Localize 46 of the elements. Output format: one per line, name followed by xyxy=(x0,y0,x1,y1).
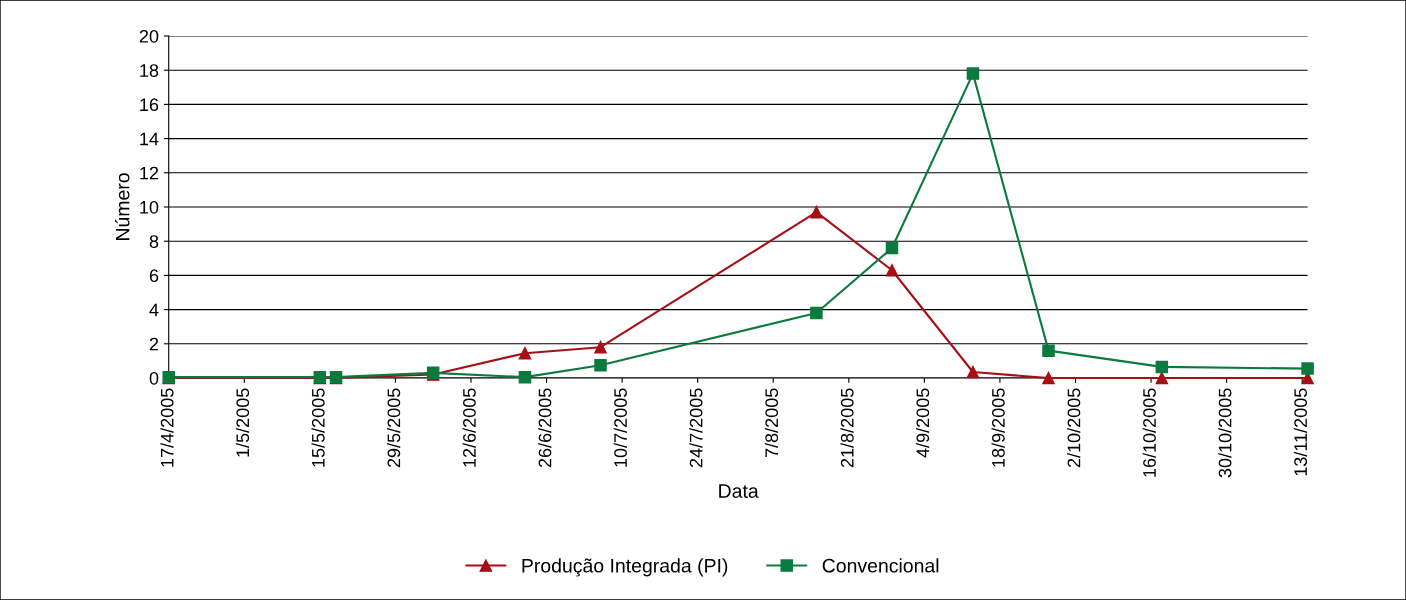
point xyxy=(1042,371,1055,385)
x-axis-title: Data xyxy=(719,484,759,498)
point xyxy=(810,205,823,219)
y-tick-label: 20 xyxy=(139,29,159,43)
point xyxy=(966,365,980,379)
x-tick-label: 16/10/2005 xyxy=(1142,388,1156,477)
y-tick-label: 14 xyxy=(140,132,159,146)
x-tick-label: 2/10/2005 xyxy=(1067,388,1081,468)
x-tick-label: 1/5/2005 xyxy=(235,388,250,457)
y-tick-label: 18 xyxy=(140,64,159,77)
y-tick-label: 4 xyxy=(149,303,159,317)
point xyxy=(594,340,607,354)
point xyxy=(594,358,607,372)
x-tick-label: 26/6/2005 xyxy=(538,388,552,468)
y-tick-label: 16 xyxy=(140,98,159,112)
point xyxy=(1155,360,1169,374)
point xyxy=(1042,344,1055,357)
x-tick-label: 15/5/2005 xyxy=(311,388,325,467)
x-tick-label: 4/9/2005 xyxy=(915,388,930,458)
y-tick-label: 2 xyxy=(149,337,159,351)
point xyxy=(885,241,899,255)
y-tick-label: 10 xyxy=(140,200,159,214)
x-tick-label: 10/7/2005 xyxy=(613,388,627,467)
point xyxy=(1301,362,1314,375)
x-tick-label: 29/5/2005 xyxy=(387,388,401,468)
y-tick-label: 8 xyxy=(149,235,159,248)
point xyxy=(518,370,532,384)
x-tick-label: 17/4/2005 xyxy=(160,388,174,467)
point xyxy=(885,264,899,277)
point xyxy=(518,346,532,360)
point xyxy=(1155,371,1169,385)
y-tick-label: 0 xyxy=(149,371,159,385)
y-tick-label: 12 xyxy=(140,166,159,180)
legend-label: Produção Integrada (PI) xyxy=(522,558,728,577)
x-tick-label: 18/9/2005 xyxy=(991,388,1005,467)
point xyxy=(966,67,980,80)
x-tick-label: 13/11/2005 xyxy=(1293,388,1308,476)
x-tick-label: 12/6/2005 xyxy=(462,388,476,467)
point xyxy=(810,306,823,320)
legend-label: Convencional xyxy=(822,558,939,573)
y-tick-label: 6 xyxy=(149,269,159,283)
x-tick-label: 7/8/2005 xyxy=(764,388,779,458)
x-tick-label: 24/7/2005 xyxy=(689,388,703,468)
y-axis-title: Número xyxy=(115,173,130,240)
x-tick-label: 21/8/2005 xyxy=(840,388,854,468)
x-tick-label: 30/10/2005 xyxy=(1218,388,1232,478)
